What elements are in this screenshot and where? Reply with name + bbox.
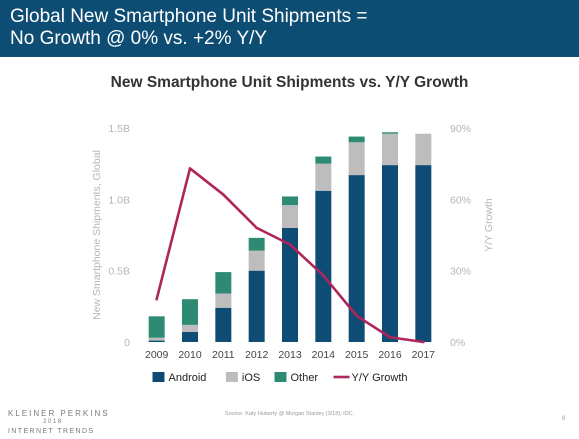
legend-swatch-other [274, 372, 287, 382]
x-tick-label: 2015 [345, 349, 369, 361]
y-tick-label: 1.0B [108, 194, 130, 206]
y-axis-title: New Smartphone Shipments, Global [91, 150, 103, 320]
logo-year: 2018 [43, 419, 63, 425]
bar-ios-2013 [282, 205, 298, 228]
bar-other-2015 [348, 136, 365, 143]
x-tick-label: 2017 [412, 349, 436, 361]
legend-label: Other [291, 372, 319, 384]
kleiner-perkins-logo: KLEINER PERKINS 2018 INTERNET TRENDS [8, 409, 110, 436]
bar-ios-2009 [148, 337, 165, 341]
growth-point [222, 193, 225, 196]
growth-point [188, 167, 192, 170]
bar-android-2017 [415, 165, 432, 342]
chart-title: New Smartphone Unit Shipments vs. Y/Y Gr… [110, 74, 469, 91]
x-tick-label: 2012 [245, 349, 269, 361]
y-tick-label: 0.5B [108, 266, 130, 278]
y2-axis-title: Y/Y Growth [483, 198, 495, 252]
y-tick-label: 1.5B [108, 123, 130, 135]
bar-android-2009 [148, 340, 165, 342]
legend-label: Android [169, 372, 207, 384]
bar-android-2010 [182, 332, 198, 342]
y2-tick-label: 90% [450, 123, 471, 135]
bar-android-2011 [215, 307, 232, 342]
bar-other-2009 [148, 316, 165, 338]
x-tick-label: 2009 [145, 349, 169, 361]
logo-subtitle: INTERNET TRENDS [8, 428, 95, 435]
y2-tick-label: 60% [450, 194, 471, 206]
x-tick-label: 2013 [278, 349, 302, 361]
y2-tick-label: 30% [450, 266, 471, 278]
y-tick-label: 0 [124, 337, 130, 349]
growth-point [288, 243, 292, 246]
bar-ios-2011 [215, 293, 232, 308]
bar-android-2014 [315, 190, 332, 342]
x-tick-label: 2014 [312, 349, 336, 361]
x-tick-label: 2010 [178, 349, 202, 361]
bar-other-2014 [315, 156, 332, 164]
slide-title-line-2: No Growth @ 0% vs. +2% Y/Y [10, 28, 268, 49]
logo-brand: KLEINER PERKINS [8, 409, 110, 418]
growth-point [388, 335, 392, 339]
bar-android-2016 [382, 165, 398, 342]
legend-label: Y/Y Growth [352, 372, 408, 384]
slide-title-line-1: Global New Smartphone Unit Shipments = [10, 6, 368, 27]
growth-point [422, 340, 425, 344]
bar-ios-2012 [248, 250, 265, 271]
bar-ios-2010 [182, 324, 198, 333]
header-bar: Global New Smartphone Unit Shipments = N… [0, 0, 579, 57]
bar-ios-2016 [382, 133, 398, 166]
growth-point [255, 226, 258, 230]
page-number: 6 [562, 416, 566, 422]
legend-swatch-ios [225, 372, 238, 382]
bar-other-2011 [215, 272, 232, 294]
bar-android-2013 [282, 227, 298, 342]
bar-other-2013 [282, 196, 298, 206]
bar-android-2012 [248, 270, 265, 342]
bar-other-2016 [382, 132, 398, 134]
slide-title: Global New Smartphone Unit Shipments = N… [10, 6, 367, 50]
bar-other-2010 [182, 299, 198, 325]
bar-other-2012 [248, 237, 265, 251]
growth-point [155, 297, 158, 301]
growth-point [322, 274, 325, 277]
x-tick-label: 2016 [378, 349, 402, 361]
bar-ios-2017 [415, 133, 432, 166]
legend-swatch-android [152, 372, 165, 382]
y2-tick-label: 0% [450, 337, 465, 349]
legend-label: iOS [242, 372, 260, 384]
bar-ios-2015 [348, 142, 365, 176]
growth-point [355, 314, 358, 318]
x-tick-label: 2011 [212, 349, 235, 361]
bar-android-2015 [348, 175, 365, 342]
bar-ios-2014 [315, 163, 332, 191]
source-note: Source: Katy Huberty @ Morgan Stanley (3… [224, 411, 355, 417]
